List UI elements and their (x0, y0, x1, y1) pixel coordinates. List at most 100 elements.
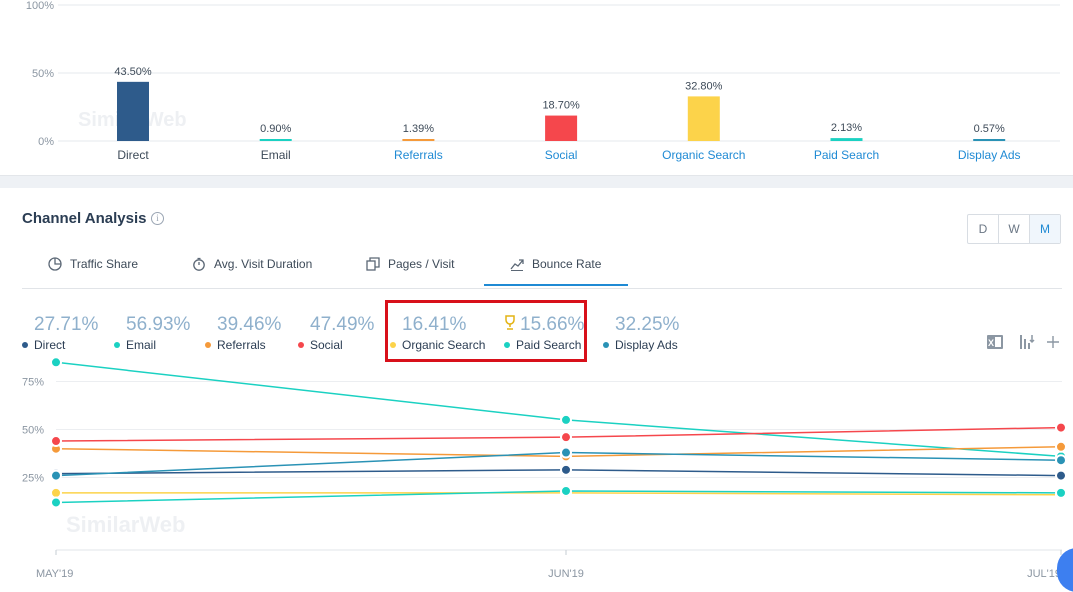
traffic-share-bar-chart: 100%50%0%SimilarWeb43.50%Direct0.90%Emai… (26, 0, 1060, 162)
tab-pages-per-visit[interactable]: Pages / Visit (366, 248, 454, 286)
category-label: Referrals (394, 148, 443, 162)
tab-label: Bounce Rate (532, 257, 602, 271)
category-label: Direct (117, 148, 149, 162)
legend-dot (298, 342, 304, 348)
data-point (560, 446, 572, 459)
data-point (560, 463, 572, 476)
data-point (560, 484, 572, 497)
tab-avg-visit-duration[interactable]: Avg. Visit Duration (192, 248, 312, 286)
data-point (1055, 469, 1067, 482)
tab-label: Pages / Visit (388, 257, 455, 271)
series-line (55, 451, 1062, 477)
legend-label: Display Ads (615, 338, 678, 352)
bar-value-label: 1.39% (403, 123, 434, 135)
watermark: SimilarWeb (66, 512, 185, 537)
bar (117, 81, 149, 141)
data-point (50, 356, 62, 369)
data-point (1055, 421, 1067, 434)
legend-referrals[interactable]: 39.46% Referrals (205, 314, 281, 354)
highlight-box (385, 300, 587, 362)
x-tick-label: JUL'19 (1027, 568, 1061, 580)
sort-settings-icon[interactable] (1018, 333, 1036, 351)
period-day-button[interactable]: D (968, 215, 999, 243)
legend-value: 47.49% (310, 314, 375, 335)
data-point (50, 486, 62, 499)
legend-label: Direct (34, 338, 66, 352)
series-line (55, 446, 1062, 458)
legend-value: 16.41% (402, 314, 467, 335)
legend-value: 56.93% (126, 314, 191, 335)
legend-social[interactable]: 47.49% Social (298, 314, 374, 354)
svg-text:X: X (988, 338, 994, 348)
data-point (50, 435, 62, 448)
channel-analysis-card: Channel Analysis i D W M Traffic Share A… (0, 188, 1073, 592)
y-tick-label: 0% (38, 136, 54, 148)
legend-dot (504, 342, 510, 348)
bar-value-label: 0.90% (260, 123, 291, 135)
trophy-icon (505, 315, 515, 330)
legend-dot (205, 342, 211, 348)
add-icon[interactable] (1045, 333, 1061, 351)
y-tick-label: 75% (22, 377, 44, 389)
legend-direct[interactable]: 27.71% Direct (22, 314, 98, 354)
traffic-share-card: 100%50%0%SimilarWeb43.50%Direct0.90%Emai… (0, 0, 1073, 176)
data-point (560, 431, 572, 444)
bar-value-label: 18.70% (542, 100, 580, 112)
data-point (50, 496, 62, 509)
bar (545, 115, 578, 141)
bar (830, 138, 863, 141)
legend-label: Social (310, 338, 343, 352)
pie-icon (48, 257, 62, 271)
legend-dot (114, 342, 120, 348)
period-selector: D W M (967, 214, 1061, 244)
info-icon[interactable]: i (151, 212, 164, 225)
bar-value-label: 0.57% (974, 123, 1005, 135)
y-tick-label: 50% (22, 425, 44, 437)
legend-display-ads[interactable]: 32.25% Display Ads (603, 314, 679, 354)
bar-value-label: 32.80% (685, 80, 723, 92)
data-point (1055, 450, 1067, 463)
series-line (55, 469, 1062, 477)
data-point (1055, 454, 1067, 467)
series-line (56, 492, 1062, 496)
channel-analysis-title: Channel Analysis (22, 210, 147, 227)
x-tick-label: JUN'19 (548, 568, 584, 580)
tab-traffic-share[interactable]: Traffic Share (48, 248, 138, 286)
legend-value: 15.66% (520, 314, 585, 335)
legend-label: Paid Search (516, 338, 582, 352)
stopwatch-icon (193, 257, 205, 271)
data-point (560, 413, 572, 426)
y-tick-label: 25% (22, 473, 44, 485)
category-label: Social (545, 148, 578, 162)
bar (973, 139, 1006, 141)
legend-label: Email (126, 338, 157, 352)
tab-bounce-rate[interactable]: Bounce Rate (484, 248, 628, 286)
legend-organic-search[interactable]: 16.41% Organic Search (390, 314, 485, 354)
period-week-button[interactable]: W (999, 215, 1030, 243)
category-label: Display Ads (958, 148, 1021, 162)
legend-email[interactable]: 56.93% Email (114, 314, 190, 354)
x-tick-label: MAY'19 (36, 568, 73, 580)
period-month-button[interactable]: M (1030, 215, 1060, 243)
y-tick-label: 50% (32, 68, 54, 80)
legend-value: 32.25% (615, 314, 680, 335)
chat-bubble-button[interactable] (1057, 548, 1073, 592)
bar (259, 139, 292, 141)
excel-export-icon[interactable]: X (986, 333, 1004, 351)
category-label: Organic Search (662, 148, 745, 162)
metric-tabs: Traffic Share Avg. Visit Duration Pages … (22, 248, 1062, 289)
legend-label: Organic Search (402, 338, 486, 352)
legend-paid-search[interactable]: 15.66% Paid Search (504, 314, 584, 354)
bar (687, 96, 720, 141)
legend-value: 39.46% (217, 314, 282, 335)
bar-value-label: 43.50% (114, 66, 152, 78)
legend-label: Referrals (217, 338, 266, 352)
data-point (560, 450, 572, 463)
data-point (1055, 440, 1067, 453)
series-line (55, 426, 1062, 442)
y-tick-label: 100% (26, 0, 54, 12)
legend-value: 27.71% (34, 314, 99, 335)
category-label: Email (261, 148, 291, 162)
legend-dot (603, 342, 609, 348)
pages-icon (366, 257, 380, 271)
